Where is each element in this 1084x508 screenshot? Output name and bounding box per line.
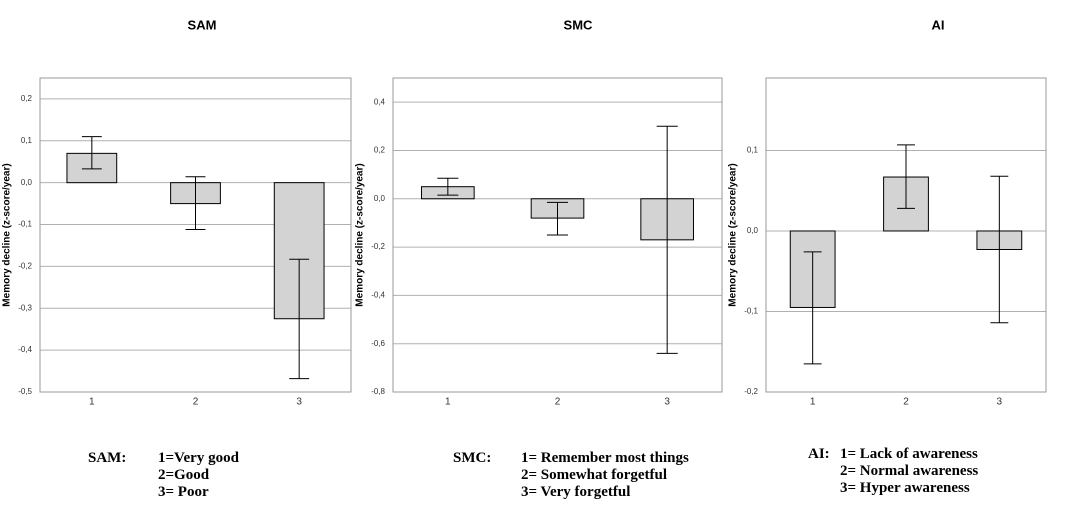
y-tick-label: 0,2 bbox=[21, 94, 33, 103]
y-tick-label: 0,0 bbox=[21, 178, 33, 187]
y-axis-label: Memory decline (z-score/year) bbox=[355, 163, 366, 306]
legend-item: 3= Hyper awareness bbox=[840, 480, 970, 496]
legend-item: 2= Somewhat forgetful bbox=[521, 467, 668, 483]
legend-item: 1= Remember most things bbox=[521, 450, 689, 466]
y-tick-label: -0,5 bbox=[18, 387, 32, 396]
y-axis-label: Memory decline (z-score/year) bbox=[2, 163, 13, 306]
y-tick-label: 0,0 bbox=[374, 194, 386, 203]
y-axis-label: Memory decline (z-score/year) bbox=[728, 163, 739, 306]
x-tick-label: 2 bbox=[903, 397, 909, 408]
legend-item: 1= Lack of awareness bbox=[840, 446, 978, 462]
y-tick-label: -0,8 bbox=[371, 387, 385, 396]
y-tick-label: -0,1 bbox=[744, 307, 758, 316]
x-tick-label: 3 bbox=[664, 397, 670, 408]
legend-item: 3= Poor bbox=[158, 484, 209, 500]
y-tick-label: -0,4 bbox=[18, 345, 32, 354]
y-tick-label: -0,2 bbox=[371, 242, 385, 251]
x-tick-label: 3 bbox=[997, 397, 1003, 408]
y-tick-label: 0,2 bbox=[374, 146, 386, 155]
y-tick-label: -0,4 bbox=[371, 290, 385, 299]
y-tick-label: -0,2 bbox=[18, 262, 32, 271]
y-tick-label: 0,1 bbox=[21, 136, 33, 145]
y-tick-label: -0,2 bbox=[744, 387, 758, 396]
x-tick-label: 3 bbox=[296, 397, 302, 408]
legend-key: SAM: bbox=[88, 450, 127, 466]
y-tick-label: 0,1 bbox=[747, 146, 759, 155]
x-tick-label: 1 bbox=[810, 397, 816, 408]
x-tick-label: 2 bbox=[555, 397, 561, 408]
y-tick-label: 0,0 bbox=[747, 226, 759, 235]
legend-item: 2= Normal awareness bbox=[840, 463, 979, 479]
x-tick-label: 1 bbox=[89, 397, 95, 408]
y-tick-label: -0,6 bbox=[371, 339, 385, 348]
chart-title: SAM bbox=[188, 17, 217, 32]
y-tick-label: 0,4 bbox=[374, 97, 386, 106]
legend-item: 1=Very good bbox=[158, 450, 239, 466]
legend-item: 3= Very forgetful bbox=[521, 484, 631, 500]
chart-title: SMC bbox=[564, 17, 594, 32]
x-tick-label: 1 bbox=[445, 397, 451, 408]
x-tick-label: 2 bbox=[193, 397, 199, 408]
legend-key: SMC: bbox=[453, 450, 492, 466]
plot-frame bbox=[392, 77, 723, 393]
y-tick-label: -0,3 bbox=[18, 303, 32, 312]
legend-key: AI: bbox=[808, 446, 830, 462]
y-tick-label: -0,1 bbox=[18, 220, 32, 229]
legend-item: 2=Good bbox=[158, 467, 210, 483]
plot-frame bbox=[765, 77, 1047, 393]
chart-title: AI bbox=[932, 17, 945, 32]
plot-frame bbox=[39, 77, 352, 393]
